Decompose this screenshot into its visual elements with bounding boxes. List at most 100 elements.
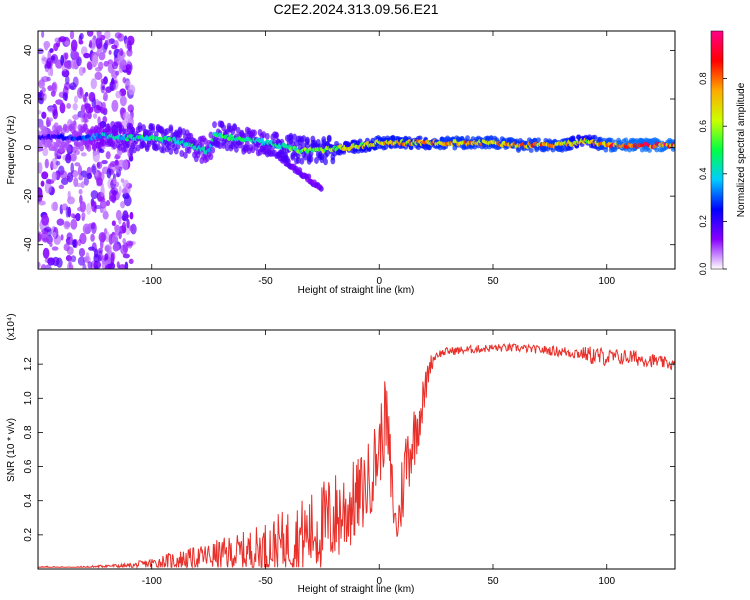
heatmap-cell [69,153,77,162]
colorbar-gradient [710,30,724,270]
heatmap-cell [232,124,237,132]
heatmap-cell [60,234,64,241]
heatmap-cell [38,162,43,174]
snr-y-multiplier: (x10⁴) [6,313,17,340]
heatmap-cell [177,126,183,134]
heatmap-cell [63,220,71,230]
heatmap-cell [319,153,325,161]
heatmap-cell [100,207,104,214]
heatmap-cell [141,141,146,149]
heatmap-cell [101,160,108,165]
heatmap-cell [69,31,75,40]
heatmap-cell [295,156,301,164]
heatmap-panel: -100 -50 0 50 100 -40 -20 0 20 40 Height of stra… [6,30,676,296]
heatmap-cell [326,134,332,142]
heatmap-cell [314,156,319,164]
heatmap-cell [408,145,414,151]
snr-y-tick-label: 0.4 [23,493,34,507]
heatmap-cell [417,135,423,141]
heatmap-cell [78,175,84,181]
heatmap-cell [118,166,123,171]
heatmap-cell [119,95,127,107]
snr-y-tick-label: 0.2 [23,527,34,541]
heatmap-cell [363,147,368,153]
heatmap-cell [118,231,122,240]
heatmap-cell [155,143,161,151]
heatmap-x-tick-label: 0 [376,276,382,287]
heatmap-cell [72,146,77,154]
heatmap-cell [49,242,53,248]
heatmap-cell [47,117,54,122]
heatmap-cell [92,151,100,163]
colorbar-tick-label: 0.2 [698,215,708,228]
heatmap-cell [70,255,77,263]
heatmap-cell [647,147,652,153]
heatmap-cell [90,78,98,90]
heatmap-cell [203,137,208,145]
heatmap-cell [72,114,80,120]
heatmap-cell [79,144,85,152]
heatmap-cell [115,90,122,99]
heatmap-y-tick-label: 0 [23,144,34,150]
heatmap-cell [323,158,328,166]
heatmap-cell [126,39,132,51]
heatmap-cell [80,111,84,123]
heatmap-cell [42,147,49,157]
heatmap-cell [73,177,79,188]
heatmap-cell [62,92,68,101]
heatmap-cell [51,171,57,182]
heatmap-cell [66,102,72,109]
colorbar-label: Normalized spectral amplitude [736,82,747,217]
heatmap-cell [118,264,127,269]
heatmap-cell [150,126,156,134]
heatmap-cell [104,253,109,261]
heatmap-cell [88,92,95,102]
heatmap-cell [274,131,279,139]
heatmap-cell [40,264,47,269]
heatmap-cell [78,66,85,77]
heatmap-cell [57,125,63,133]
heatmap-cell [91,222,97,235]
heatmap-cell [306,173,312,180]
heatmap-y-tick-label: -20 [23,188,34,203]
heatmap-cell [107,59,114,65]
heatmap-cell [48,143,54,151]
snr-x-tick-label: 100 [598,576,615,587]
heatmap-cell [106,168,112,179]
heatmap-cell [41,76,49,83]
heatmap-cell [93,253,100,263]
heatmap-cell [95,37,103,50]
heatmap-cell [90,190,99,199]
heatmap-x-ticks: -100 -50 0 50 100 [142,31,616,287]
heatmap-cell [488,135,494,141]
heatmap-cell [374,145,379,151]
heatmap-cell [568,145,574,151]
heatmap-x-tick-label: 50 [487,276,499,287]
colorbar: 0.0 0.2 0.4 0.6 0.8 Normalized spectral ampl… [698,30,747,275]
heatmap-cell [63,62,70,68]
heatmap-cell [124,80,131,86]
heatmap-cell [88,246,95,251]
heatmap-cell [67,190,71,200]
heatmap-cell [79,201,87,213]
heatmap-cell [66,172,74,183]
heatmap-cell [50,90,56,97]
heatmap-cell [96,105,101,111]
heatmap-cell [72,239,77,248]
colorbar-ticks: 0.0 0.2 0.4 0.6 0.8 [698,72,727,275]
heatmap-cell [201,146,206,151]
heatmap-cell [110,253,115,265]
heatmap-cell [74,162,81,167]
heatmap-x-tick-label: 100 [598,276,615,287]
snr-y-tick-label: 1.0 [23,391,34,405]
heatmap-cell [50,55,56,61]
heatmap-cell [46,179,55,185]
heatmap-cell [128,224,135,232]
heatmap-cell [94,71,103,81]
heatmap-cell [51,157,59,170]
heatmap-cell [59,170,68,179]
heatmap-cell [117,159,126,169]
heatmap-cell [92,143,97,151]
heatmap-cell [168,124,174,132]
